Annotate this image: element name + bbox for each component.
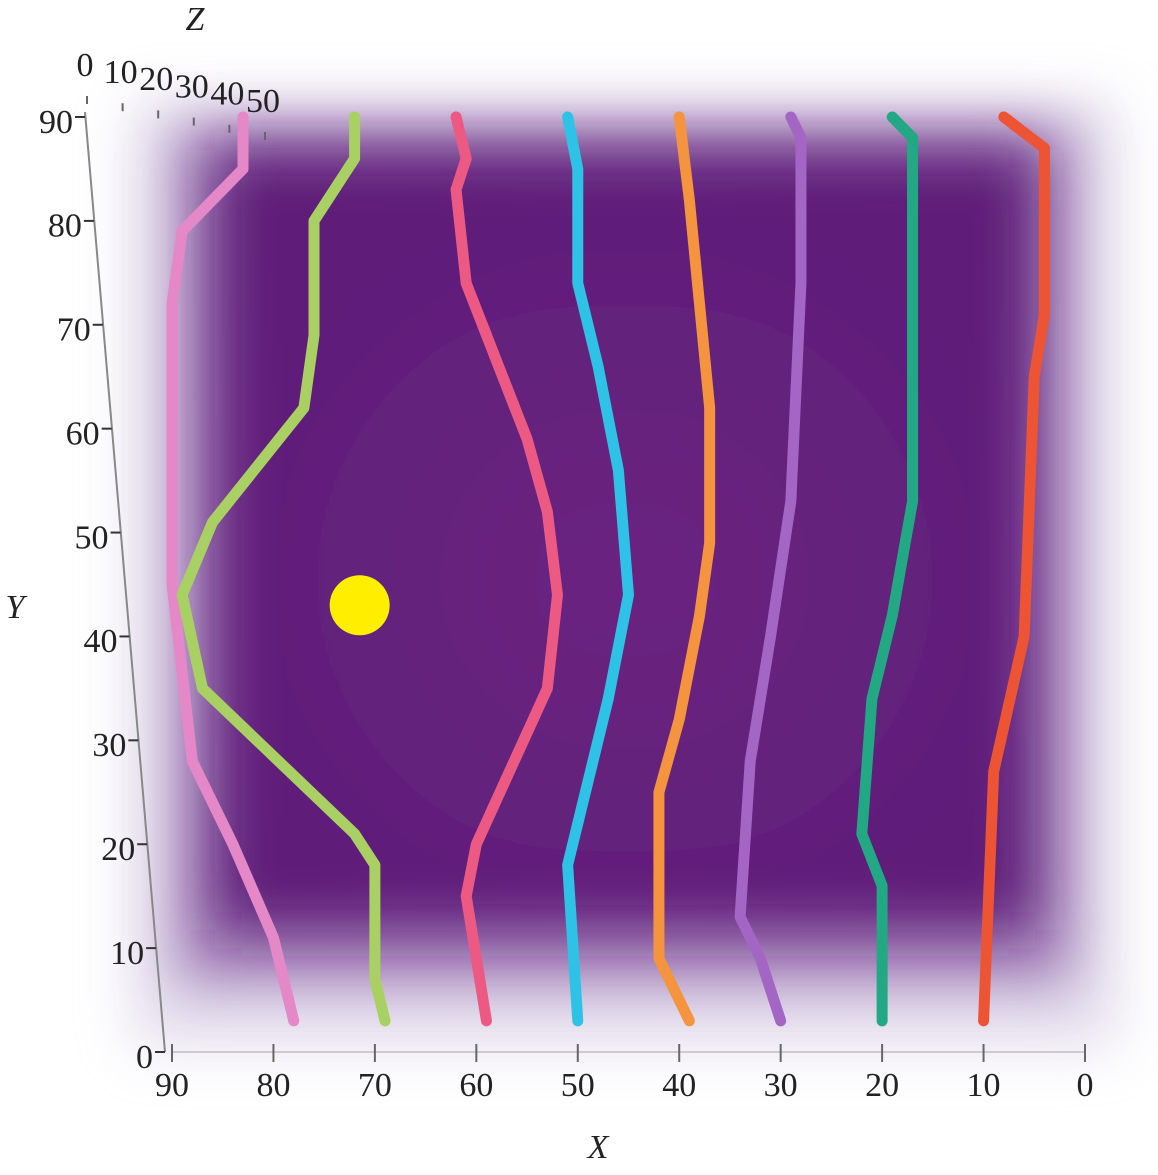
axes — [84, 111, 1085, 1053]
y-tick-label: 40 — [83, 623, 117, 660]
y-tick-label: 30 — [92, 727, 126, 764]
z-tick-label: 50 — [246, 83, 280, 120]
x-tick-label: 50 — [561, 1067, 595, 1104]
x-tick-label: 30 — [764, 1067, 798, 1104]
x-tick-label: 10 — [967, 1067, 1001, 1104]
y-axis-title: Y — [6, 589, 28, 626]
x-tick-label: 70 — [358, 1067, 392, 1104]
y-tick-label: 80 — [48, 208, 82, 245]
series-line — [978, 111, 1050, 1027]
point-marker — [329, 575, 390, 636]
series-line — [166, 111, 300, 1027]
z-tick-label: 20 — [139, 61, 173, 98]
y-tick-label: 70 — [57, 312, 91, 349]
x-tick-label: 40 — [662, 1067, 696, 1104]
x-tick-label: 0 — [1077, 1067, 1094, 1104]
x-tick-label: 20 — [865, 1067, 899, 1104]
y-tick-label: 20 — [101, 831, 135, 868]
series-line — [734, 111, 807, 1027]
x-tick-label: 60 — [459, 1067, 493, 1104]
z-tick-label: 0 — [77, 47, 94, 84]
series-line — [450, 111, 563, 1027]
x-axis-title: X — [586, 1129, 610, 1166]
y-tick-label: 90 — [39, 104, 73, 141]
y-tick-label: 50 — [75, 519, 109, 556]
z-tick-label: 40 — [210, 76, 244, 113]
y-tick-label: 60 — [66, 415, 100, 452]
z-tick-label: 30 — [175, 68, 209, 105]
series-line — [856, 111, 919, 1027]
series-line — [653, 111, 716, 1027]
y-tick-label: 0 — [136, 1039, 153, 1076]
x-tick-label: 90 — [155, 1067, 189, 1104]
series-line — [562, 111, 634, 1027]
z-axis-title: Z — [186, 1, 206, 38]
z-tick-label: 10 — [104, 54, 138, 91]
y-axis-line — [84, 111, 166, 1053]
y-tick-label: 10 — [110, 935, 144, 972]
x-tick-label: 80 — [256, 1067, 290, 1104]
series-line — [176, 111, 391, 1027]
